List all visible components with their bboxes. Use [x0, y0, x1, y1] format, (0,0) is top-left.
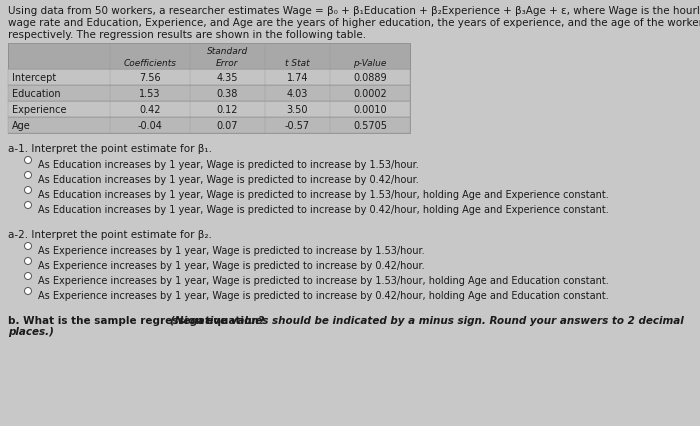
FancyBboxPatch shape [8, 44, 410, 70]
Text: As Experience increases by 1 year, Wage is predicted to increase by 0.42/hour, h: As Experience increases by 1 year, Wage … [38, 290, 609, 300]
Text: -0.57: -0.57 [285, 121, 310, 131]
Circle shape [25, 202, 32, 209]
Text: As Experience increases by 1 year, Wage is predicted to increase by 0.42/hour.: As Experience increases by 1 year, Wage … [38, 260, 425, 271]
Text: -0.04: -0.04 [138, 121, 162, 131]
Text: 3.50: 3.50 [287, 105, 308, 115]
Circle shape [25, 258, 32, 265]
Text: Error: Error [216, 58, 239, 67]
Text: 0.42: 0.42 [139, 105, 161, 115]
Text: 0.0010: 0.0010 [354, 105, 387, 115]
Text: 4.03: 4.03 [287, 89, 308, 99]
Text: Intercept: Intercept [12, 73, 56, 83]
Text: As Education increases by 1 year, Wage is predicted to increase by 0.42/hour.: As Education increases by 1 year, Wage i… [38, 175, 419, 184]
Circle shape [25, 243, 32, 250]
FancyBboxPatch shape [8, 44, 410, 134]
Text: p-Value: p-Value [354, 58, 386, 67]
Text: t Stat: t Stat [285, 58, 310, 67]
Text: 7.56: 7.56 [139, 73, 161, 83]
Text: Age: Age [12, 121, 31, 131]
Circle shape [25, 187, 32, 194]
Text: Using data from 50 workers, a researcher estimates Wage = β₀ + β₁Education + β₂E: Using data from 50 workers, a researcher… [8, 6, 700, 16]
Text: 0.5705: 0.5705 [353, 121, 387, 131]
Text: As Experience increases by 1 year, Wage is predicted to increase by 1.53/hour, h: As Experience increases by 1 year, Wage … [38, 275, 609, 285]
FancyBboxPatch shape [8, 70, 410, 86]
Text: As Education increases by 1 year, Wage is predicted to increase by 0.42/hour, ho: As Education increases by 1 year, Wage i… [38, 204, 609, 215]
Text: b. What is the sample regression equation?: b. What is the sample regression equatio… [8, 315, 268, 325]
Text: Education: Education [12, 89, 61, 99]
Text: 4.35: 4.35 [217, 73, 238, 83]
Text: Standard: Standard [207, 47, 248, 56]
Text: As Experience increases by 1 year, Wage is predicted to increase by 1.53/hour.: As Experience increases by 1 year, Wage … [38, 245, 425, 256]
Text: 0.0889: 0.0889 [354, 73, 387, 83]
Text: (Negative values should be indicated by a minus sign. Round your answers to 2 de: (Negative values should be indicated by … [169, 315, 683, 325]
FancyBboxPatch shape [8, 86, 410, 102]
Text: As Education increases by 1 year, Wage is predicted to increase by 1.53/hour, ho: As Education increases by 1 year, Wage i… [38, 190, 609, 199]
Circle shape [25, 288, 32, 295]
Text: Experience: Experience [12, 105, 66, 115]
Text: respectively. The regression results are shown in the following table.: respectively. The regression results are… [8, 30, 366, 40]
Circle shape [25, 273, 32, 280]
Text: 0.12: 0.12 [217, 105, 238, 115]
Text: a-1. Interpret the point estimate for β₁.: a-1. Interpret the point estimate for β₁… [8, 144, 212, 154]
Circle shape [25, 172, 32, 179]
Text: 0.0002: 0.0002 [353, 89, 387, 99]
Text: 0.38: 0.38 [217, 89, 238, 99]
Text: Coefficients: Coefficients [123, 58, 176, 67]
Circle shape [25, 157, 32, 164]
Text: 0.07: 0.07 [217, 121, 238, 131]
FancyBboxPatch shape [8, 102, 410, 118]
Text: wage rate and Education, Experience, and Age are the years of higher education, : wage rate and Education, Experience, and… [8, 18, 700, 28]
Text: places.): places.) [8, 326, 54, 336]
Text: 1.74: 1.74 [287, 73, 308, 83]
Text: As Education increases by 1 year, Wage is predicted to increase by 1.53/hour.: As Education increases by 1 year, Wage i… [38, 160, 419, 170]
Text: 1.53: 1.53 [139, 89, 161, 99]
Text: a-2. Interpret the point estimate for β₂.: a-2. Interpret the point estimate for β₂… [8, 230, 212, 239]
FancyBboxPatch shape [8, 118, 410, 134]
